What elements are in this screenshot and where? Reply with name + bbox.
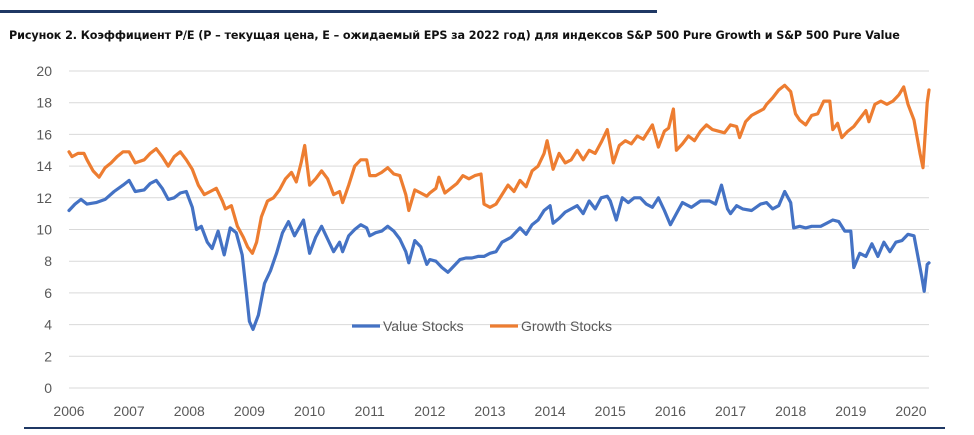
legend-label: Growth Stocks (521, 318, 612, 334)
x-tick-label: 2009 (234, 403, 265, 419)
x-tick-label: 2016 (655, 403, 686, 419)
x-tick-label: 2013 (474, 403, 505, 419)
y-tick-label: 6 (44, 285, 52, 301)
x-tick-label: 2006 (53, 403, 84, 419)
x-tick-label: 2012 (414, 403, 445, 419)
y-tick-label: 16 (36, 126, 52, 142)
y-tick-label: 0 (44, 380, 52, 396)
x-tick-label: 2007 (114, 403, 145, 419)
x-tick-label: 2014 (535, 403, 566, 419)
y-tick-label: 4 (44, 317, 52, 333)
series-line-growth-stocks (67, 83, 931, 255)
legend: Value Stocks Growth Stocks (352, 318, 612, 334)
x-tick-label: 2018 (775, 403, 806, 419)
x-tick-label: 2020 (895, 403, 926, 419)
x-tick-label: 2015 (595, 403, 626, 419)
x-axis-tick-labels: 2006 2007 2008 2009 2010 2011 2012 2013 2014 2015… (53, 403, 926, 419)
bottom-divider (24, 427, 945, 429)
y-tick-label: 18 (36, 95, 52, 111)
series-line-value-stocks (67, 178, 931, 331)
y-tick-label: 8 (44, 253, 52, 269)
y-tick-label: 20 (36, 63, 52, 79)
y-tick-label: 2 (44, 348, 52, 364)
y-tick-label: 12 (36, 190, 52, 206)
x-tick-label: 2017 (715, 403, 746, 419)
x-tick-label: 2019 (835, 403, 866, 419)
top-divider (0, 10, 657, 13)
x-tick-label: 2008 (174, 403, 205, 419)
legend-label: Value Stocks (383, 318, 464, 334)
series-lines (67, 83, 931, 331)
y-axis-tick-labels: 0 2 4 6 8 10 12 14 16 18 20 (36, 63, 52, 396)
y-tick-label: 14 (36, 158, 52, 174)
y-tick-label: 10 (36, 222, 52, 238)
x-tick-label: 2011 (355, 403, 385, 419)
figure-caption: Рисунок 2. Коэффициент P/E (P – текущая … (9, 29, 900, 42)
x-tick-label: 2010 (294, 403, 325, 419)
